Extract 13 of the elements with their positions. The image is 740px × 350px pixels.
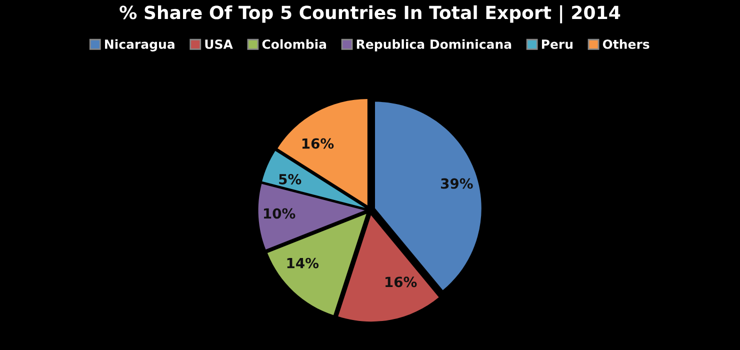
data-label: 16% — [302, 138, 334, 149]
chart-title: % Share Of Top 5 Countries In Total Export | 2014 — [120, 5, 620, 24]
data-label: 39% — [441, 178, 473, 189]
legend-label: Republica Dominicana — [356, 39, 512, 52]
legend-label: Colombia — [262, 39, 326, 49]
data-label: 10% — [264, 208, 296, 219]
legend-label: Peru — [542, 40, 572, 49]
legend-label: Nicaragua — [105, 39, 174, 52]
legend-label: Others — [602, 39, 650, 49]
data-label: 14% — [287, 258, 319, 268]
legend-label: USA — [205, 39, 233, 49]
data-label: 5% — [279, 174, 302, 184]
data-label: 16% — [386, 276, 417, 288]
